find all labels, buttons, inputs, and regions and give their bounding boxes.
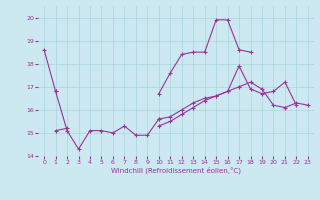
X-axis label: Windchill (Refroidissement éolien,°C): Windchill (Refroidissement éolien,°C) <box>111 167 241 174</box>
